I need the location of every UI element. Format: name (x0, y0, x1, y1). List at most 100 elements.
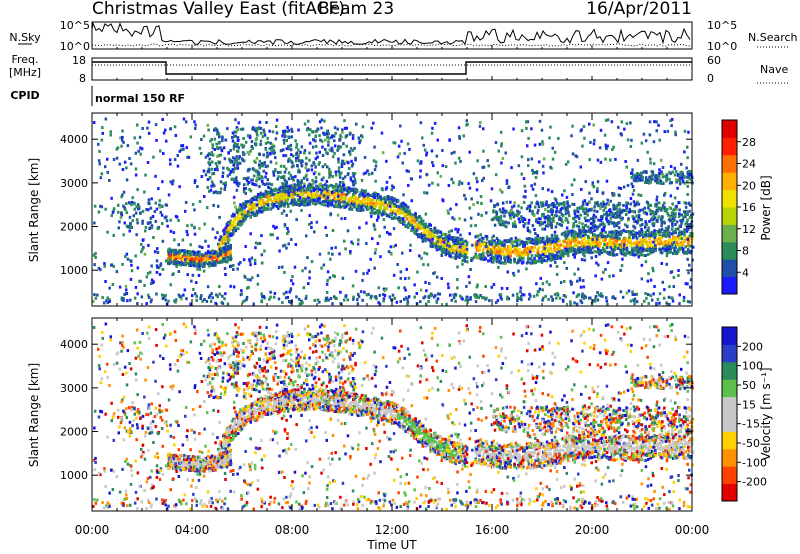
power-cell (121, 129, 124, 133)
power-cell (497, 247, 500, 251)
power-cell (355, 190, 359, 193)
power-cell (410, 220, 414, 224)
power-cell (459, 251, 462, 255)
power-cell (624, 252, 627, 255)
power-cell (639, 246, 642, 250)
power-cell (630, 138, 633, 142)
power-cell (249, 149, 252, 153)
power-cell (686, 300, 690, 304)
power-cell (261, 164, 264, 168)
power-cell (450, 255, 454, 259)
power-cell (602, 246, 605, 250)
power-cell (588, 244, 591, 248)
power-cell (603, 133, 607, 137)
power-cell (387, 195, 390, 199)
power-cell (597, 239, 600, 243)
power-cell (637, 243, 640, 247)
power-cell (348, 207, 351, 211)
power-cell (602, 249, 605, 253)
power-cell (134, 151, 138, 155)
power-cell (618, 207, 621, 211)
power-cell (273, 192, 276, 196)
power-cell (215, 164, 219, 168)
power-cell (502, 261, 505, 265)
power-cell (509, 254, 512, 258)
power-cell (357, 238, 360, 242)
power-cell (449, 207, 452, 211)
power-cell (588, 251, 591, 255)
power-cell (543, 244, 546, 248)
power-cell (188, 263, 191, 267)
power-cell (313, 199, 316, 202)
power-cell (535, 282, 538, 286)
power-cell (591, 237, 594, 241)
power-cell (566, 160, 570, 164)
power-cell (580, 258, 584, 262)
power-cell (465, 241, 469, 245)
power-cell (293, 183, 296, 187)
power-cell (307, 200, 310, 204)
power-cell (649, 294, 653, 298)
power-cell (202, 258, 205, 262)
power-cell (452, 181, 455, 185)
power-cell (359, 191, 362, 195)
power-cell (672, 231, 675, 235)
power-cell (229, 254, 232, 258)
power-cell (570, 282, 573, 286)
power-cell (572, 253, 575, 257)
power-cell (309, 189, 313, 193)
power-cell (258, 185, 261, 189)
power-cell (590, 256, 593, 260)
power-cell (610, 230, 614, 234)
power-cell (652, 140, 656, 144)
power-cell (583, 258, 587, 262)
power-cell (564, 252, 567, 256)
power-cell (458, 135, 461, 139)
power-cell (266, 178, 269, 182)
power-cell (469, 268, 472, 271)
power-cell (147, 198, 151, 202)
power-cell (260, 253, 264, 257)
power-cell (341, 177, 345, 181)
power-cell (243, 218, 246, 222)
power-cell (655, 198, 658, 202)
power-cell (285, 180, 289, 184)
power-cell (457, 228, 460, 232)
power-cell (684, 282, 688, 286)
power-cell (653, 229, 656, 233)
power-cell (536, 234, 539, 238)
power-cell (540, 259, 544, 263)
power-cell (338, 252, 341, 256)
power-cell (657, 236, 660, 240)
power-cell (534, 176, 538, 179)
power-cell (396, 155, 400, 159)
power-cell (240, 289, 243, 293)
power-cell (374, 160, 378, 164)
power-cell (375, 209, 379, 213)
power-cell (564, 247, 567, 251)
power-cell (246, 286, 249, 290)
power-cell (667, 295, 671, 299)
power-cell (624, 247, 627, 251)
power-cell (379, 201, 382, 205)
power-cell (334, 170, 338, 174)
power-cell (604, 243, 607, 247)
power-cell (173, 256, 176, 260)
power-cell (342, 189, 345, 193)
power-cell (457, 126, 461, 130)
power-cell (143, 190, 146, 194)
power-cell (279, 204, 283, 208)
power-cell (412, 218, 415, 222)
power-cell (547, 188, 550, 192)
power-cell (342, 183, 345, 187)
power-cell (295, 143, 299, 146)
power-cell (261, 135, 265, 139)
power-cell (480, 213, 483, 217)
power-cell (308, 133, 311, 137)
power-cell (519, 286, 523, 290)
power-cell (157, 187, 160, 191)
power-cell (535, 171, 539, 175)
power-cell (613, 248, 616, 252)
power-cell (370, 209, 374, 213)
power-cell (542, 245, 545, 249)
